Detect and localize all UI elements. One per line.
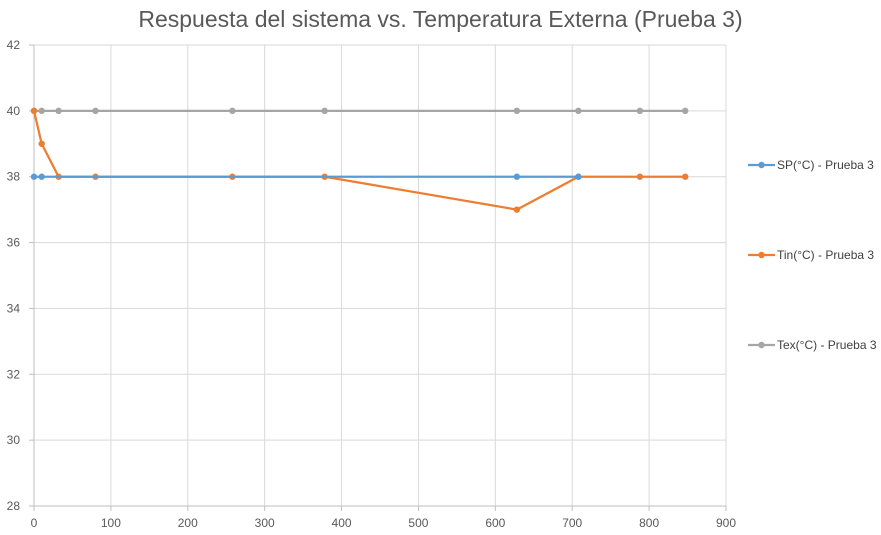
data-point (513, 206, 521, 213)
x-tick-label: 0 (31, 516, 38, 530)
data-point (38, 140, 45, 147)
y-tick-label: 30 (7, 433, 21, 447)
legend: SP(°C) - Prueba 3 Tin(°C) - Prueba 3 Tex(°… (748, 158, 877, 352)
series-layer (30, 107, 689, 213)
x-tick-label: 800 (639, 516, 659, 530)
x-tick-label: 100 (101, 516, 121, 530)
data-point (229, 107, 236, 115)
legend-item: Tex(°C) - Prueba 3 (748, 338, 877, 352)
data-point (682, 107, 689, 115)
y-tick-label: 34 (7, 301, 21, 315)
legend-item: Tin(°C) - Prueba 3 (748, 248, 874, 262)
x-tick-label: 500 (408, 516, 428, 530)
data-point (636, 173, 644, 180)
x-tick-label: 700 (562, 516, 582, 530)
axes (29, 44, 727, 511)
legend-label: SP(°C) - Prueba 3 (777, 158, 874, 172)
legend-marker (758, 341, 765, 349)
series-1 (30, 107, 689, 213)
x-tick-label: 600 (485, 516, 505, 530)
legend-label: Tin(°C) - Prueba 3 (777, 248, 874, 262)
grid (34, 44, 727, 506)
y-tick-label: 42 (7, 38, 21, 52)
data-point (30, 107, 38, 115)
x-tick-labels: 0 100 200 300 400 500 600 700 800 900 (31, 516, 737, 530)
data-point (575, 107, 582, 115)
legend-label: Tex(°C) - Prueba 3 (777, 338, 877, 352)
data-point (513, 173, 521, 180)
data-point (55, 107, 62, 115)
data-point (682, 173, 689, 180)
series-0 (30, 173, 582, 180)
y-tick-labels: 28 30 32 34 36 38 40 42 (7, 38, 21, 513)
legend-item: SP(°C) - Prueba 3 (748, 158, 874, 172)
y-tick-label: 38 (7, 170, 21, 184)
data-point (38, 173, 45, 180)
y-tick-label: 40 (7, 104, 21, 118)
x-tick-label: 900 (716, 516, 736, 530)
legend-marker (758, 251, 765, 259)
data-point (321, 107, 328, 115)
data-point (38, 107, 45, 115)
x-tick-label: 300 (255, 516, 275, 530)
x-tick-label: 200 (178, 516, 198, 530)
legend-marker (758, 161, 765, 169)
data-point (513, 107, 521, 115)
data-point (575, 173, 582, 180)
chart-title: Respuesta del sistema vs. Temperatura Ex… (138, 6, 743, 32)
data-point (92, 107, 99, 115)
x-tick-label: 400 (332, 516, 352, 530)
data-point (636, 107, 644, 115)
y-tick-label: 28 (7, 499, 21, 513)
y-tick-label: 36 (7, 236, 21, 250)
series-line (32, 110, 686, 211)
y-tick-label: 32 (7, 367, 21, 381)
data-point (30, 173, 38, 180)
series-2 (30, 107, 689, 115)
